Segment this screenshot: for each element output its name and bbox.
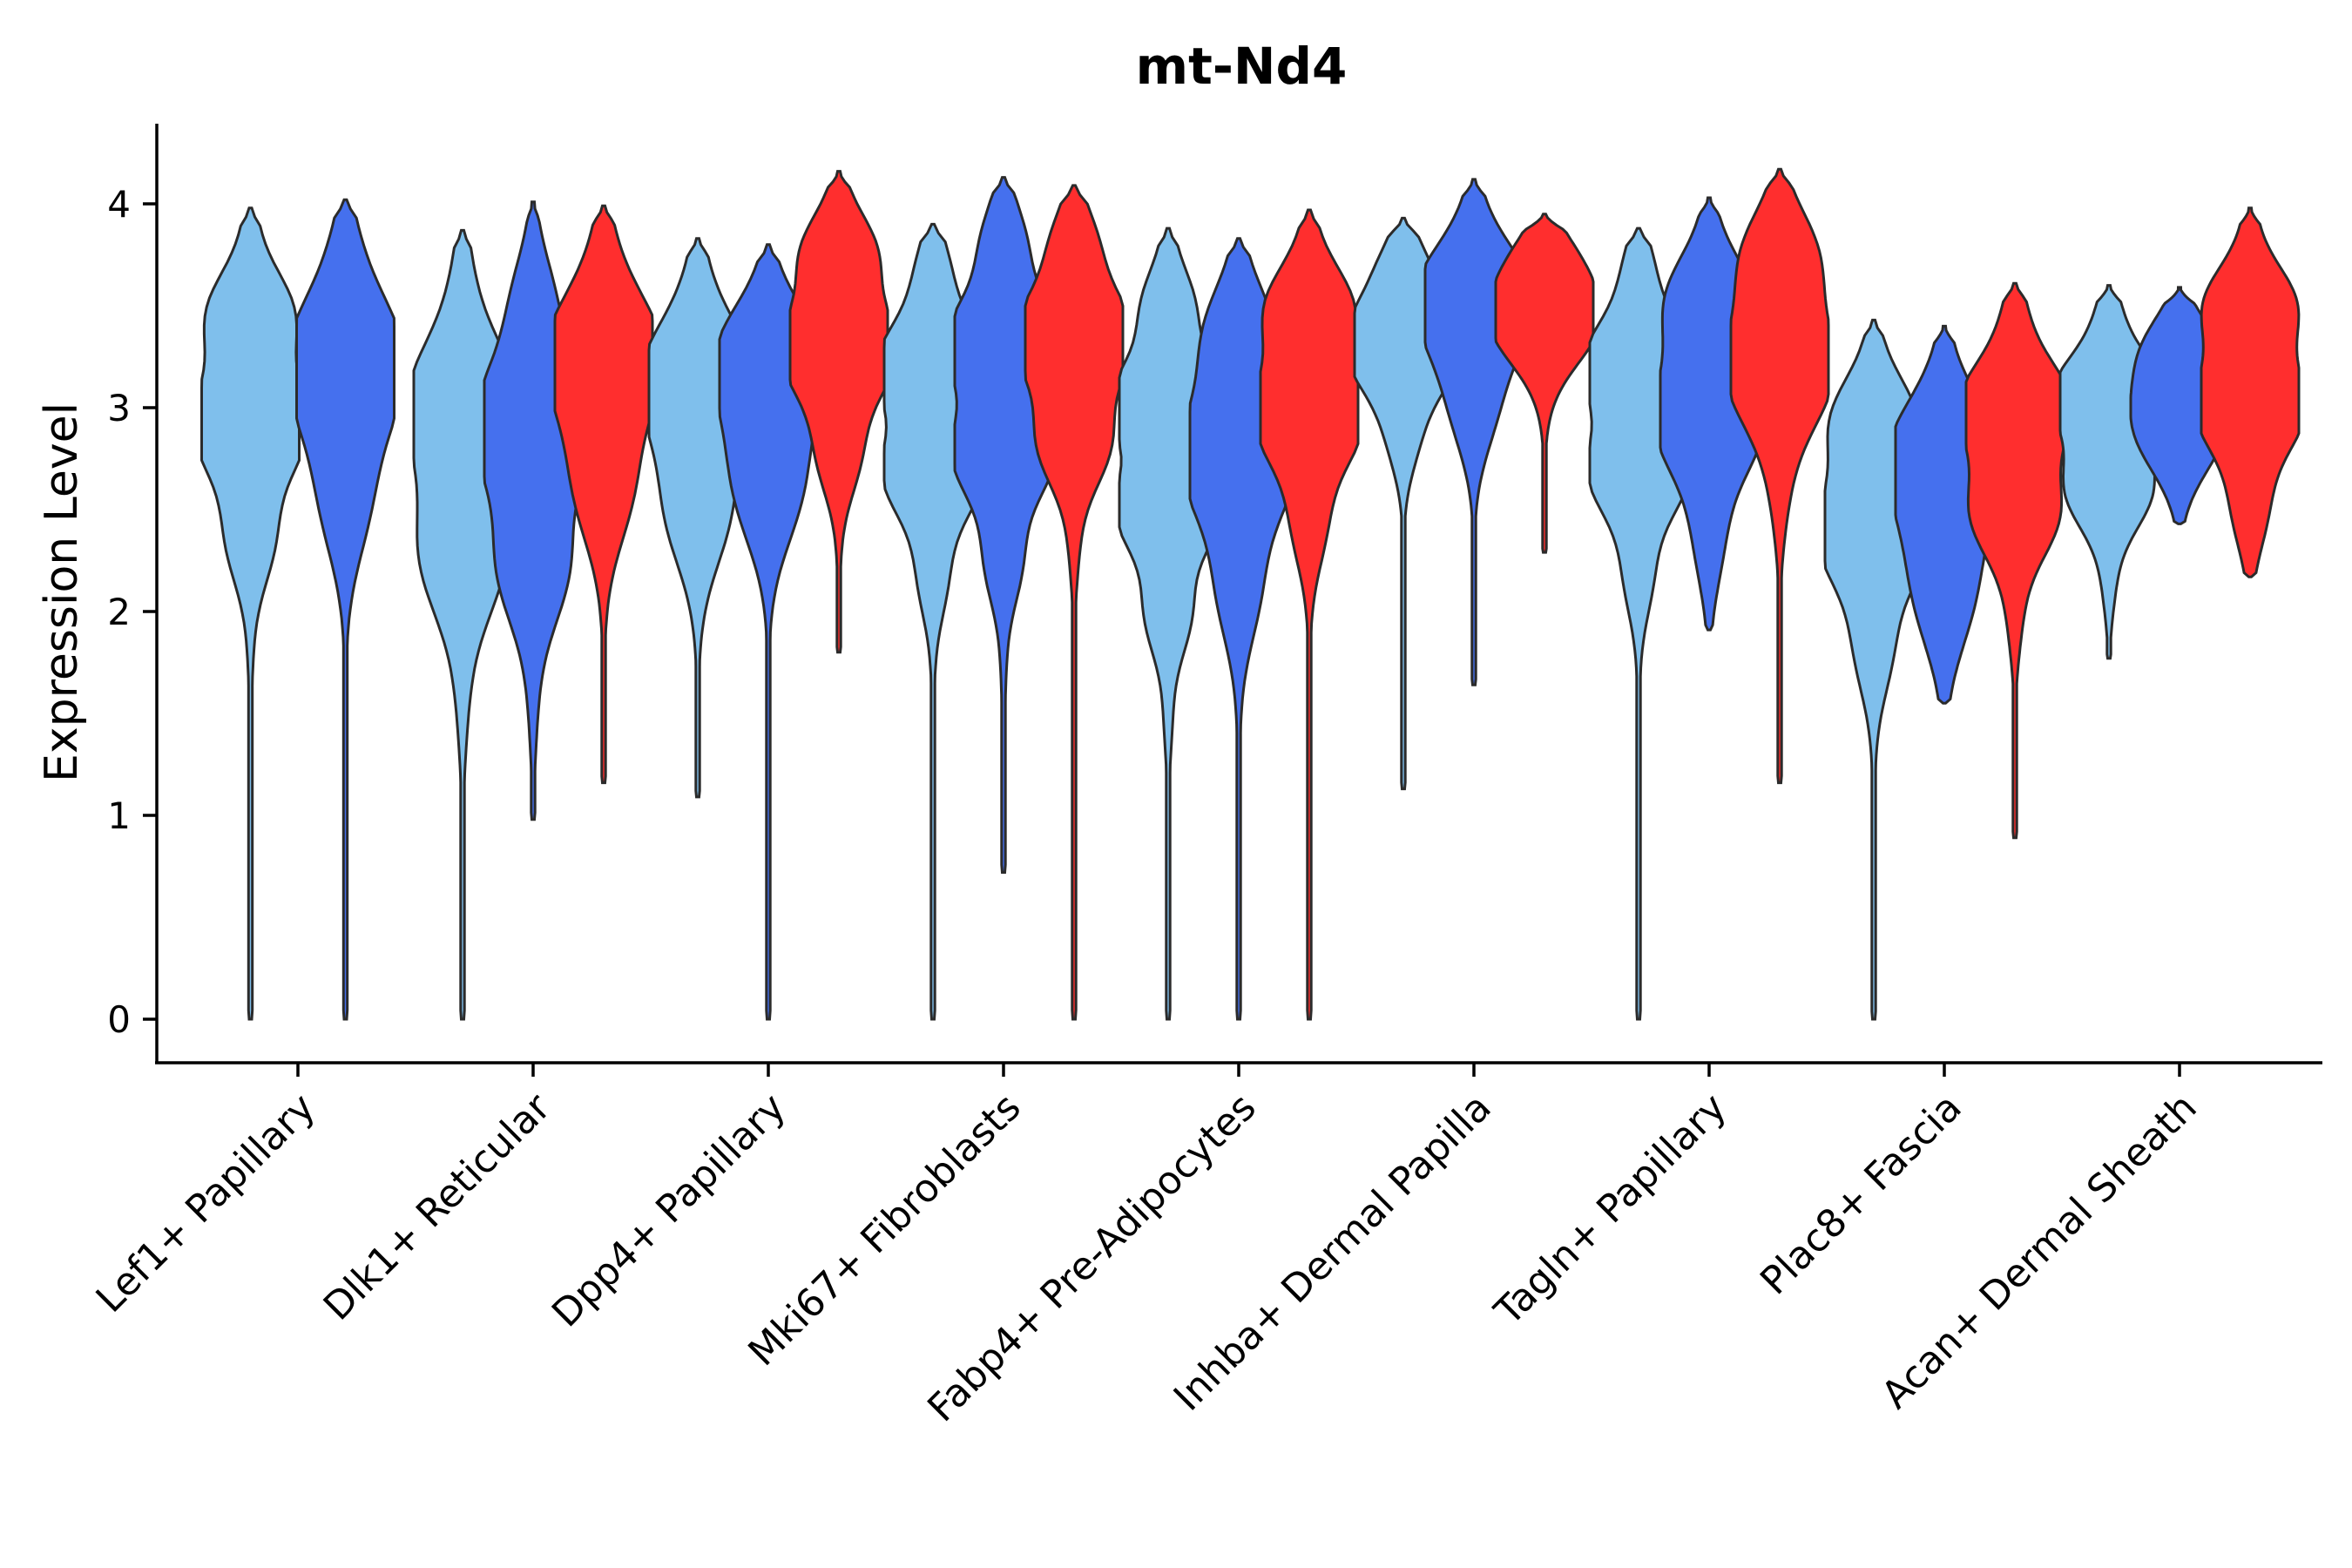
violin-0-1 <box>295 198 395 1021</box>
x-tick-label: Tagln+ Papillary <box>1486 1085 1735 1335</box>
y-tick-label: 0 <box>107 998 131 1041</box>
y-ticks: 0 1 2 3 4 <box>107 183 157 1041</box>
violin-1-2 <box>553 204 654 785</box>
violin-8-2 <box>2200 206 2301 578</box>
x-tick-label: Lef1+ Papillary <box>88 1085 324 1321</box>
violin-0-0 <box>200 206 301 1021</box>
y-tick-label: 3 <box>107 387 131 429</box>
y-tick-label: 4 <box>107 183 131 226</box>
violin-2-2 <box>788 170 889 654</box>
x-tick-label: Dpp4+ Papillary <box>544 1085 794 1336</box>
violin-5-2 <box>1494 213 1595 554</box>
violin-2-1 <box>718 243 819 1021</box>
violin-3-2 <box>1024 184 1125 1021</box>
violin-7-2 <box>1964 281 2065 840</box>
violin-6-2 <box>1729 167 1830 785</box>
violin-5-0 <box>1353 216 1454 791</box>
x-tick-label: Dlk1+ Reticular <box>315 1085 560 1329</box>
y-tick-label: 2 <box>107 591 131 633</box>
chart-title: mt-Nd4 <box>1136 37 1348 96</box>
x-tick-label: Plac8+ Fascia <box>1752 1085 1970 1304</box>
y-axis-label: Expression Level <box>36 402 88 782</box>
violin-4-2 <box>1259 208 1360 1021</box>
violins-layer <box>200 167 2301 1021</box>
y-tick-label: 1 <box>107 794 131 837</box>
